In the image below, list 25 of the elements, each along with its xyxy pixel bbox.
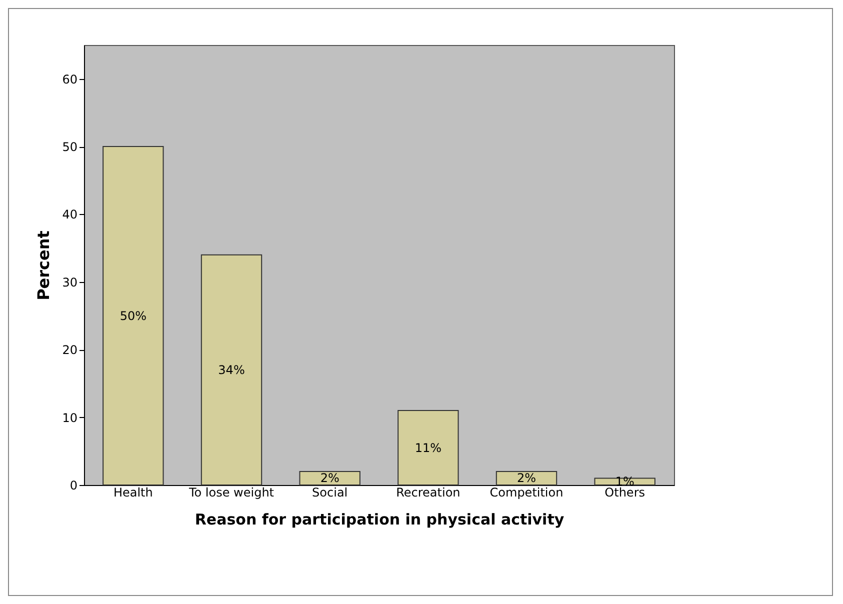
data-label: 2% — [320, 471, 340, 486]
x-axis-title: Reason for participation in physical activity — [194, 510, 564, 528]
x-tick-label: Social — [312, 486, 348, 500]
x-tick-label: Recreation — [396, 486, 460, 500]
y-tick-label: 10 — [62, 410, 78, 425]
data-label: 2% — [516, 471, 536, 486]
x-tick-label: Others — [604, 486, 645, 500]
data-label: 50% — [120, 308, 147, 323]
y-tick-label: 0 — [70, 478, 78, 492]
bar — [299, 470, 360, 486]
bar — [398, 410, 459, 486]
x-tick-label: To lose weight — [188, 486, 274, 500]
data-label: 34% — [218, 362, 245, 377]
y-tick-label: 50 — [62, 140, 78, 154]
y-tick-label: 30 — [62, 275, 78, 290]
bar — [496, 470, 558, 486]
bar — [102, 146, 164, 486]
y-tick-label: 40 — [62, 208, 78, 222]
x-tick-label: Health — [113, 486, 153, 500]
bar — [200, 254, 262, 486]
y-tick-label: 20 — [62, 343, 78, 358]
y-tick-label: 60 — [62, 72, 78, 86]
x-tick-label: Competition — [490, 486, 564, 500]
y-axis-title: Percent — [34, 230, 54, 300]
data-label: 11% — [414, 440, 442, 455]
